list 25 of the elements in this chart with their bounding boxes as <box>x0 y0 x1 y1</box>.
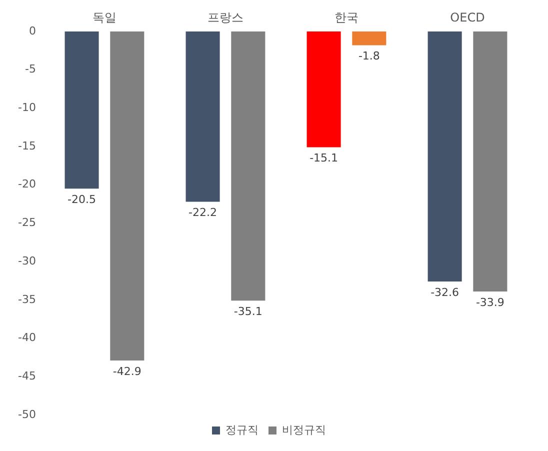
y-tick-label: -35 <box>18 292 36 306</box>
y-tick-label: -5 <box>25 62 36 76</box>
x-tick-label: OECD <box>450 10 485 24</box>
y-tick-label: -30 <box>18 254 36 268</box>
data-label: -20.5 <box>68 193 96 206</box>
x-tick-label: 독일 <box>92 10 116 24</box>
legend-label: 비정규직 <box>282 423 326 436</box>
x-tick-label: 한국 <box>334 10 358 24</box>
y-tick-label: -20 <box>18 178 36 191</box>
x-tick-label: 프랑스 <box>207 10 244 24</box>
data-label: -33.9 <box>476 296 504 309</box>
data-label: -1.8 <box>358 50 380 63</box>
y-tick-label: -40 <box>18 331 36 344</box>
data-label: -22.2 <box>188 206 218 220</box>
data-label: -42.9 <box>112 364 142 378</box>
legend-label: 정규직 <box>226 423 258 436</box>
y-tick-label: -10 <box>18 100 36 114</box>
y-tick-label: 0 <box>28 24 36 38</box>
y-tick-label: -50 <box>18 408 36 421</box>
data-label: -32.6 <box>430 286 460 299</box>
y-tick-label: -25 <box>18 216 36 230</box>
data-label: -35.1 <box>234 305 262 318</box>
y-tick-label: -45 <box>18 370 36 382</box>
data-label: -15.1 <box>310 152 338 165</box>
y-tick-label: -15 <box>18 139 36 152</box>
